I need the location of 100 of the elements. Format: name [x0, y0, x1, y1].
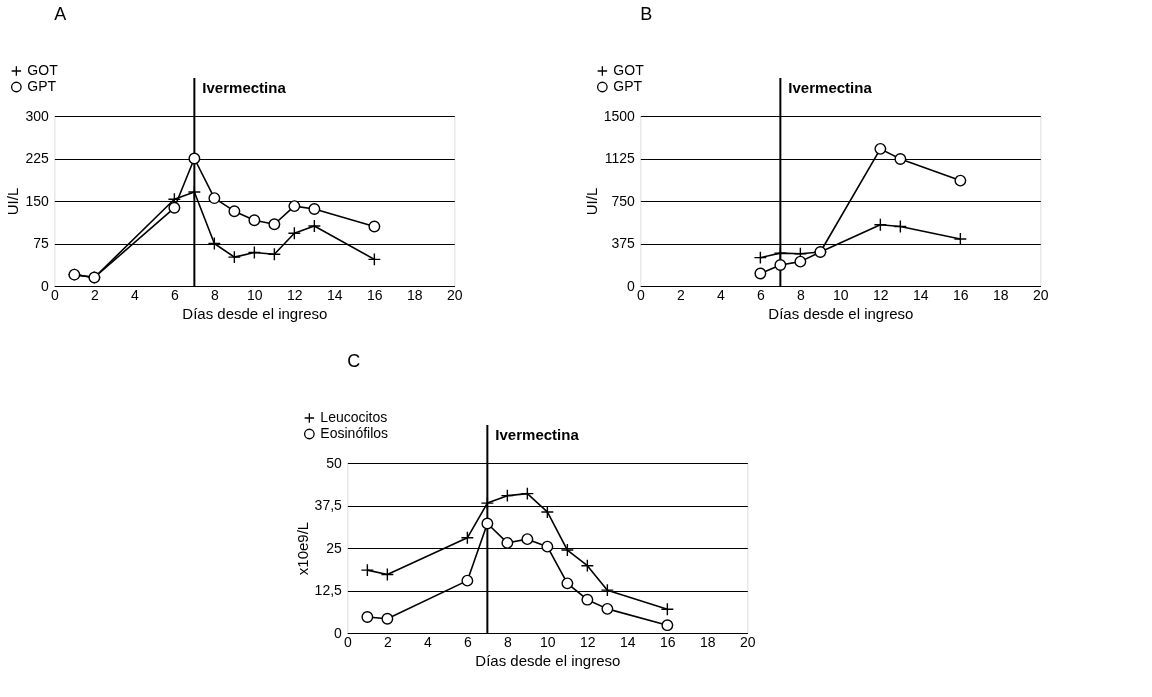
point [774, 247, 787, 260]
x-tick-label: 10 [247, 286, 263, 303]
y-tick-label: 1125 [604, 150, 636, 166]
x-tick-label: 2 [90, 286, 99, 303]
ref-line-label: Ivermectina [788, 79, 873, 96]
chart-title: A [54, 4, 67, 24]
point [754, 267, 767, 280]
ref-line-label: Ivermectina [202, 79, 287, 96]
x-tick-label: 20 [447, 286, 463, 303]
point [188, 152, 201, 165]
point [894, 153, 907, 165]
x-tick-label: 12 [873, 286, 889, 303]
x-tick-label: 6 [170, 286, 179, 303]
point [208, 237, 221, 250]
y-tick-label: 37,5 [314, 497, 343, 513]
legend-label: Eosinófilos [320, 425, 389, 441]
point [581, 559, 594, 572]
point [361, 564, 374, 577]
point [228, 251, 241, 264]
point [754, 251, 767, 264]
y-tick-label: 750 [611, 192, 636, 209]
point [561, 544, 574, 556]
x-tick-label: 2 [676, 286, 685, 303]
y-tick-label: 150 [25, 192, 50, 209]
point [521, 487, 534, 500]
point [481, 497, 494, 510]
point [308, 203, 321, 215]
point [461, 531, 474, 544]
chart-title: C [347, 351, 361, 371]
x-tick-label: 14 [620, 633, 636, 650]
x-tick-label: 4 [130, 286, 139, 303]
point [561, 577, 574, 590]
y-tick-label: 300 [25, 107, 50, 124]
x-tick-label: 10 [833, 286, 849, 303]
chart-title: B [640, 4, 653, 24]
point [954, 174, 967, 187]
x-axis-title: Días desde el ingreso [475, 651, 621, 669]
y-axis-title: UI/L [4, 187, 22, 216]
x-tick-label: 20 [740, 633, 756, 650]
y-tick-label: 12,5 [314, 582, 343, 598]
y-axis-title: UI/L [582, 187, 600, 216]
point [228, 205, 241, 218]
y-tick-label: 375 [611, 235, 636, 251]
ref-line-label: Ivermectina [495, 426, 580, 443]
x-tick-label: 18 [700, 633, 716, 650]
x-tick-label: 12 [580, 633, 596, 650]
y-tick-label: 75 [33, 235, 50, 251]
y-axis-title: x10e9/L [293, 521, 311, 576]
x-tick-label: 8 [503, 633, 512, 650]
x-tick-label: 6 [756, 286, 765, 303]
point [661, 603, 674, 616]
point [501, 536, 514, 549]
x-tick-label: 18 [993, 286, 1009, 303]
x-tick-label: 12 [287, 286, 303, 303]
point [601, 602, 614, 615]
x-tick-label: 2 [383, 633, 392, 650]
y-tick-label: 225 [25, 150, 50, 166]
point [288, 227, 301, 240]
point [208, 192, 221, 205]
point [481, 517, 494, 530]
x-tick-label: 8 [210, 286, 219, 303]
x-tick-label: 14 [913, 286, 929, 303]
legend-label: GPT [27, 78, 57, 94]
x-axis-title: Días desde el ingreso [768, 304, 914, 322]
y-tick-label: 50 [326, 454, 343, 471]
y-tick-label: 25 [326, 539, 343, 556]
x-axis-title: Días desde el ingreso [182, 304, 328, 322]
point [268, 248, 281, 261]
x-tick-label: 10 [540, 633, 556, 650]
point [361, 611, 374, 623]
point [501, 489, 514, 502]
point [248, 214, 261, 227]
point [794, 255, 807, 268]
point [288, 200, 301, 213]
x-tick-label: 16 [660, 633, 676, 650]
legend-label: GOT [613, 62, 645, 78]
point [601, 584, 614, 597]
point [774, 259, 787, 271]
point [368, 220, 381, 233]
point [381, 568, 394, 581]
y-tick-label: 1500 [603, 107, 636, 124]
point [248, 246, 261, 259]
legend-label: GPT [613, 78, 643, 94]
point [541, 506, 554, 518]
x-tick-label: 6 [463, 633, 472, 650]
x-tick-label: 8 [796, 286, 805, 303]
legend-label: GOT [27, 62, 59, 78]
x-tick-label: 14 [327, 286, 343, 303]
point [874, 218, 887, 231]
point [541, 540, 554, 553]
x-tick-label: 16 [953, 286, 969, 303]
point [368, 253, 381, 266]
x-tick-label: 20 [1033, 286, 1049, 303]
point [874, 142, 887, 155]
point [581, 593, 594, 606]
x-tick-label: 18 [407, 286, 423, 303]
point [308, 219, 321, 232]
point [954, 233, 967, 245]
point [894, 220, 907, 233]
point [188, 185, 201, 198]
